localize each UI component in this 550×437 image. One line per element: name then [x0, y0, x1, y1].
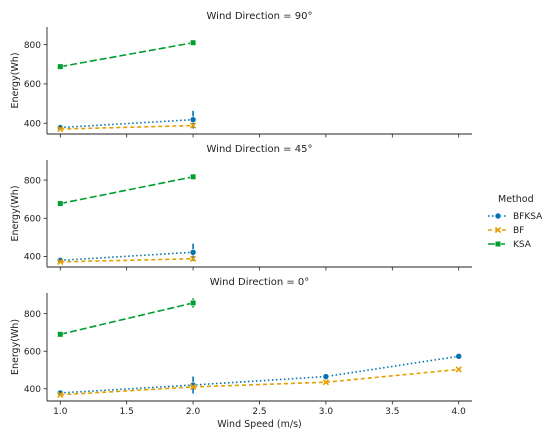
y-tick-label: 600 — [24, 80, 41, 90]
series-bf — [57, 366, 462, 398]
y-tick-label: 600 — [24, 214, 41, 224]
y-tick-label: 800 — [24, 41, 41, 51]
series-bfksa — [56, 243, 197, 264]
data-point — [57, 63, 64, 70]
series-line — [60, 41, 194, 68]
data-point — [189, 299, 197, 307]
legend-label: KSA — [513, 240, 532, 250]
data-point — [189, 255, 197, 262]
legend-label: BF — [513, 226, 524, 236]
series-line — [60, 302, 194, 336]
y-tick-label: 600 — [24, 347, 41, 357]
series-line — [60, 257, 194, 263]
legend-marker — [494, 240, 502, 248]
data-point — [322, 379, 330, 386]
x-tick-label: 1.5 — [120, 407, 134, 417]
legend-title: Method — [498, 194, 534, 205]
data-point — [189, 248, 197, 256]
series-line — [60, 355, 459, 394]
y-axis-label: Energy(Wh) — [10, 185, 21, 241]
legend-marker — [494, 226, 502, 234]
y-tick-label: 800 — [24, 310, 41, 320]
x-tick-label: 2.0 — [186, 407, 201, 417]
panel-title: Wind Direction = 45° — [207, 144, 313, 155]
y-tick-label: 400 — [24, 385, 41, 395]
legend-item-ksa: KSA — [488, 240, 532, 250]
series-bf — [57, 255, 197, 266]
y-tick-label: 800 — [24, 176, 41, 186]
data-point — [455, 366, 462, 373]
series-ksa — [57, 173, 197, 207]
data-point — [189, 39, 197, 46]
data-point — [455, 352, 463, 360]
series-ksa — [57, 298, 197, 338]
series-bfksa — [56, 352, 463, 397]
data-point — [57, 200, 64, 207]
x-tick-label: 4.0 — [452, 407, 467, 417]
data-point — [189, 173, 197, 180]
data-point — [57, 125, 64, 133]
data-point — [189, 383, 197, 391]
legend-item-bf: BF — [488, 226, 524, 236]
series-line — [60, 176, 194, 205]
data-point — [189, 116, 197, 123]
data-point — [189, 122, 197, 129]
x-tick-label: 1.0 — [53, 407, 68, 417]
data-point — [322, 373, 330, 380]
data-point — [57, 331, 64, 338]
series-ksa — [57, 39, 197, 70]
x-tick-label: 2.5 — [252, 407, 266, 417]
x-axis-label: Wind Speed (m/s) — [217, 419, 302, 430]
series-line — [60, 124, 194, 130]
data-point — [57, 258, 64, 266]
y-tick-label: 400 — [24, 253, 41, 263]
legend-label: BFKSA — [513, 212, 543, 222]
y-tick-label: 400 — [24, 119, 41, 129]
legend-item-bfksa: BFKSA — [488, 212, 543, 222]
y-axis-label: Energy(Wh) — [10, 319, 21, 375]
series-bf — [57, 122, 197, 133]
data-point — [57, 391, 64, 398]
panel-3: Wind Direction = 0° 400 600 800 1.0 1.5 2.0 2.5… — [10, 277, 472, 417]
series-line — [60, 368, 459, 396]
panel-title: Wind Direction = 0° — [210, 277, 310, 288]
legend-marker — [494, 212, 502, 220]
x-tick-label: 3.0 — [319, 407, 334, 417]
panel-title: Wind Direction = 90° — [207, 11, 313, 22]
x-tick-label: 3.5 — [385, 407, 399, 417]
y-axis-label: Energy(Wh) — [10, 52, 21, 108]
